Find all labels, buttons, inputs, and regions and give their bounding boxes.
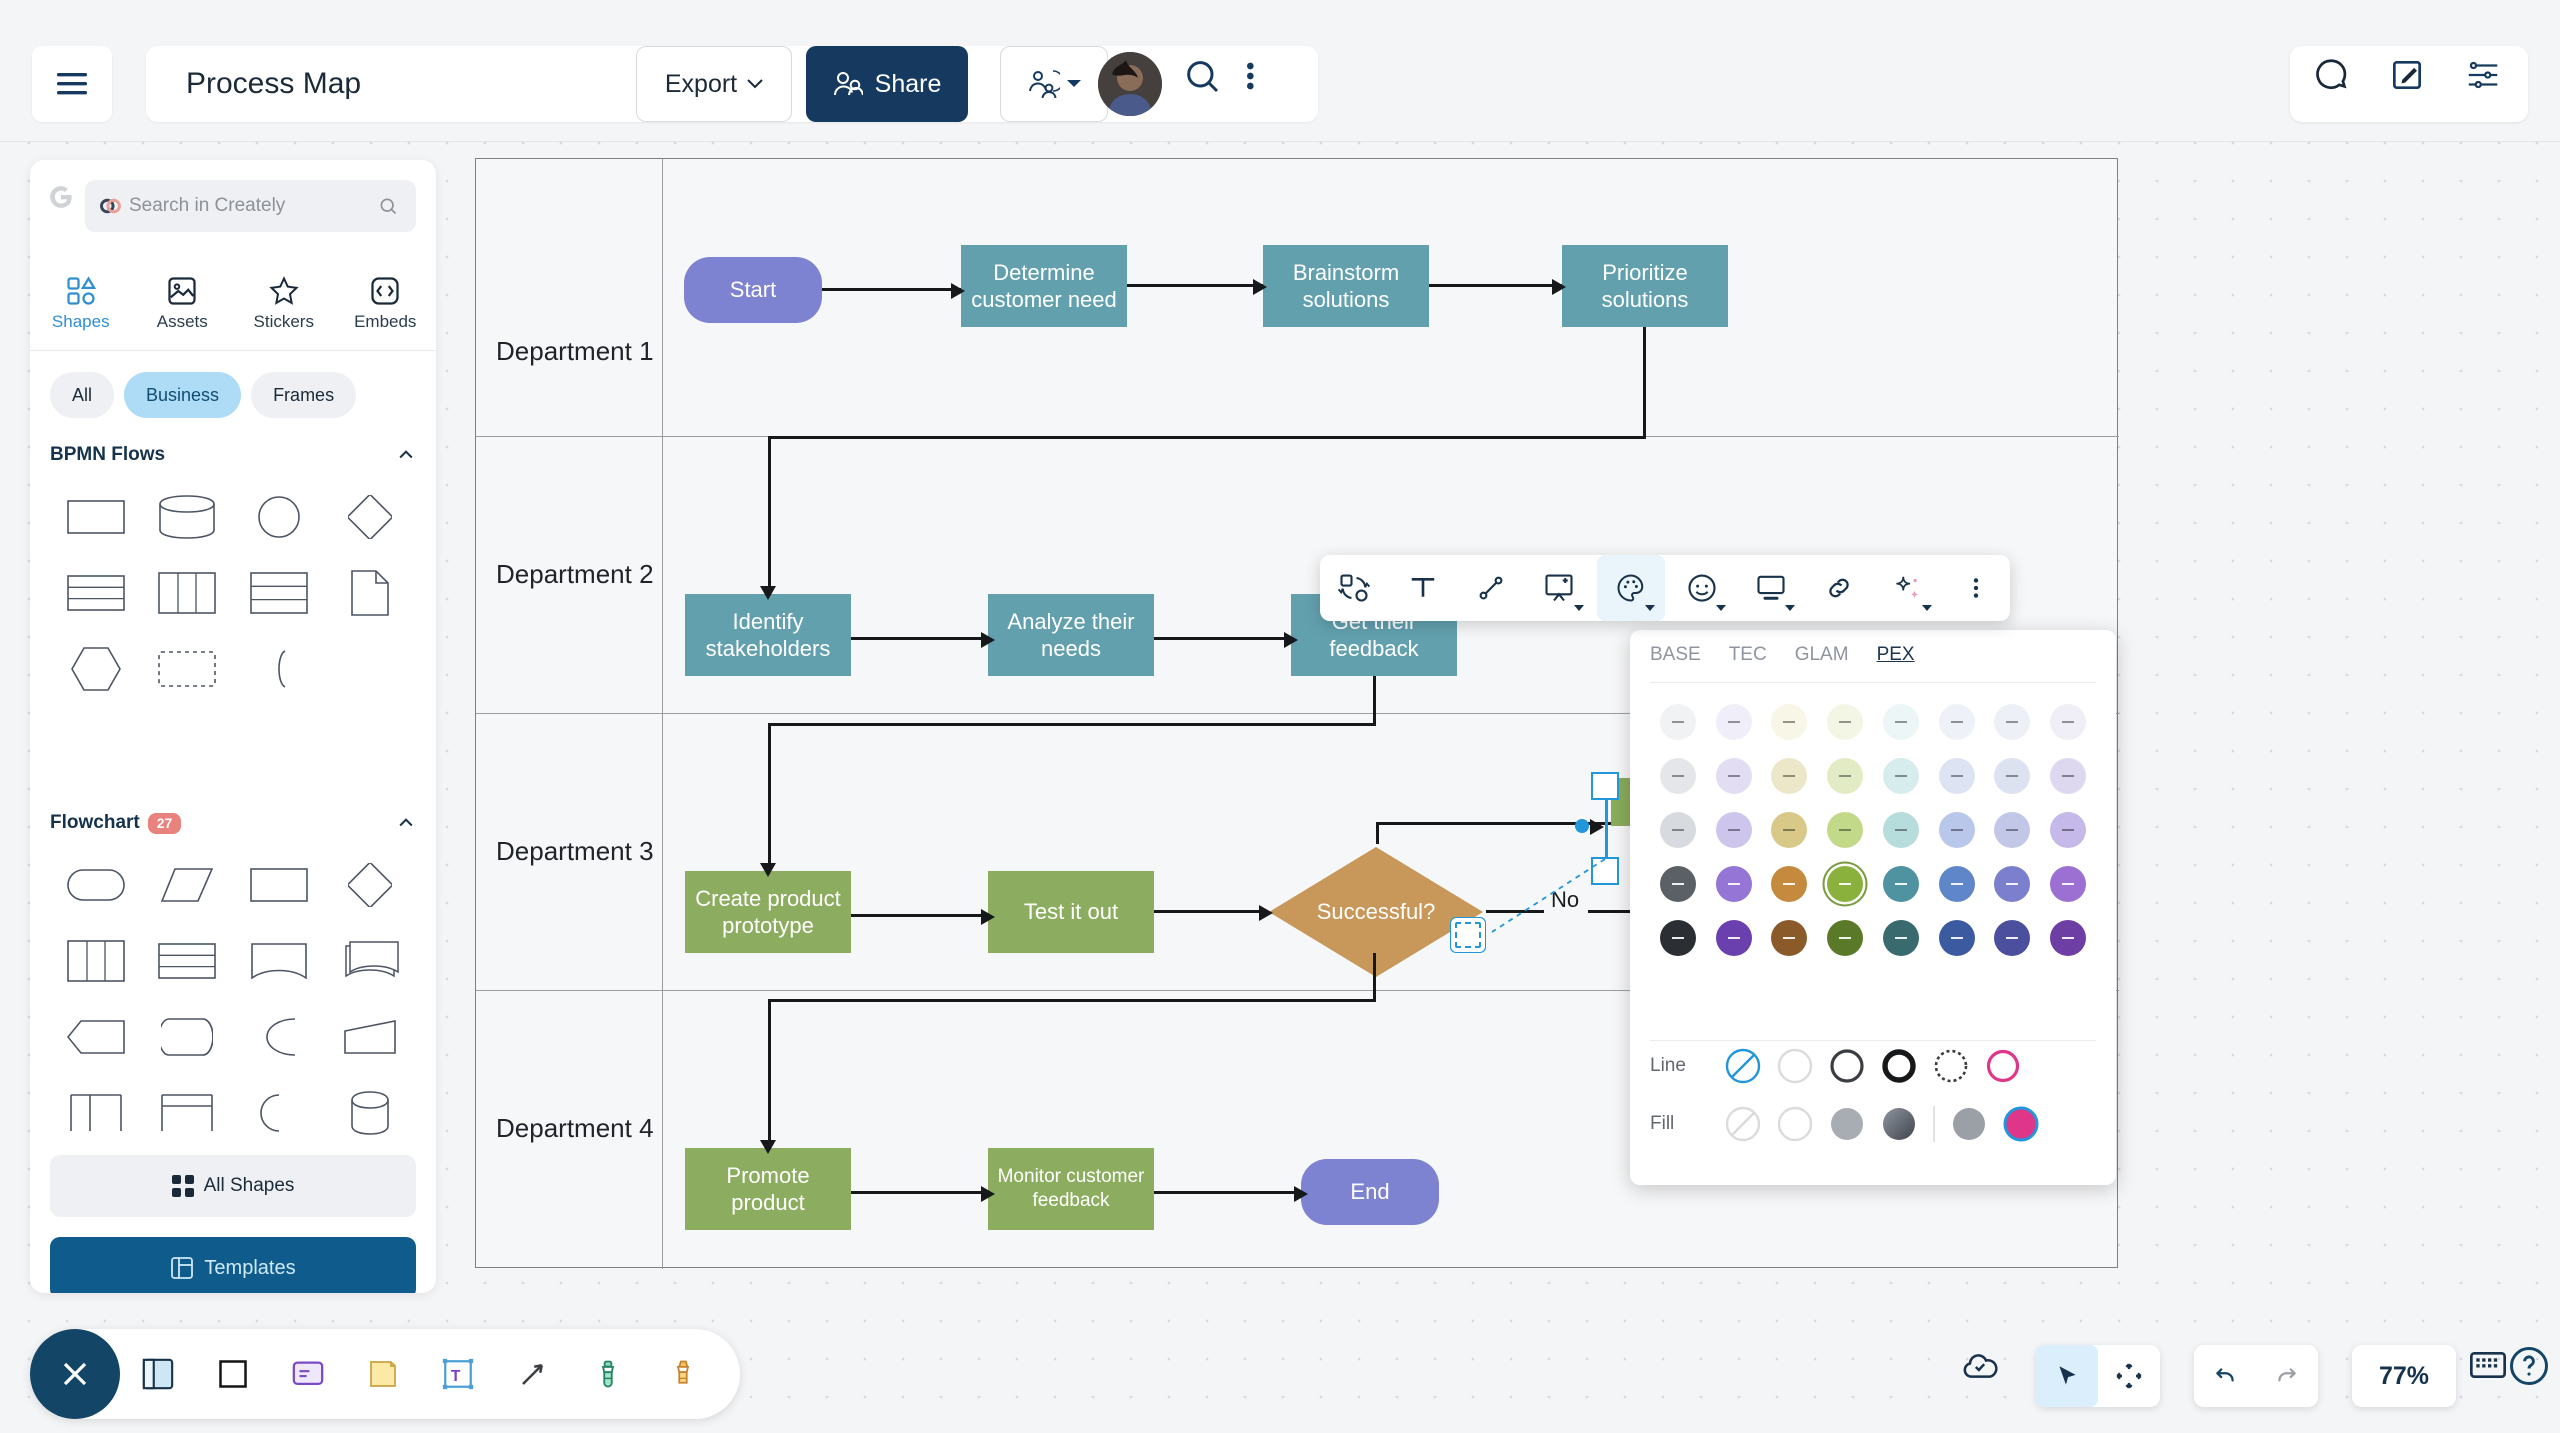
svg-text:T: T xyxy=(450,1368,460,1385)
